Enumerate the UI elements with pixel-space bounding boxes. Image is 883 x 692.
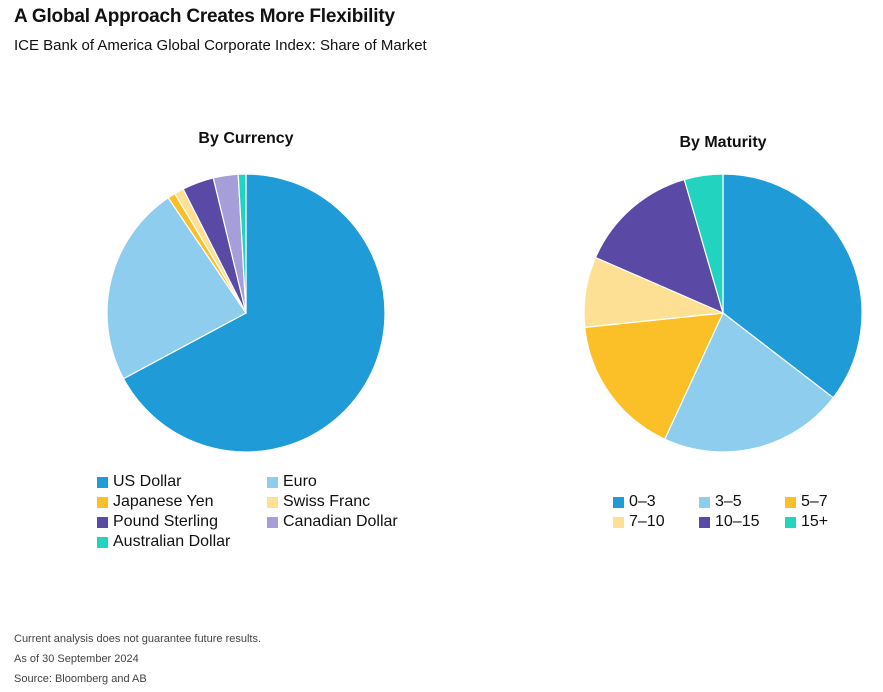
pie-slice-15 [683,173,724,314]
pie-slice-euro [106,197,247,380]
legend-swatch [97,536,108,548]
legend-item-pound-sterling: Pound Sterling [97,513,267,531]
legend-label: 3–5 [715,493,742,510]
legend-label: 5–7 [801,493,828,510]
legend-item-us-dollar: US Dollar [97,473,267,491]
legend-swatch [785,496,796,508]
legend-item-swiss-franc: Swiss Franc [267,493,437,511]
legend-item-australian-dollar: Australian Dollar [97,533,267,551]
legend-label: Euro [283,473,317,490]
pie-slice-5-7 [584,312,724,440]
date-note: As of 30 September 2024 [14,653,139,665]
legend-label: Pound Sterling [113,513,218,530]
maturity-chart-title: By Maturity [679,134,767,151]
source-note: Source: Bloomberg and AB [14,673,147,685]
legend-swatch [267,516,278,528]
legend-item-0-3: 0–3 [613,493,699,511]
maturity-legend: 0–3 3–5 5–7 7–10 10–15 15+ [613,493,865,531]
currency-pie-chart [106,173,386,453]
legend-swatch [97,476,108,488]
maturity-pie-chart [583,173,863,453]
legend-swatch [97,516,108,528]
legend-swatch [699,496,710,508]
chart-title: A Global Approach Creates More Flexibili… [14,6,395,27]
legend-label: Swiss Franc [283,493,371,510]
legend-swatch [613,496,624,508]
legend-label: 10–15 [715,513,760,530]
legend-swatch [785,516,796,528]
currency-legend: US Dollar Euro Japanese Yen Swiss Franc Poun… [97,473,437,551]
legend-item-10-15: 10–15 [699,513,785,531]
currency-chart-title: By Currency [198,130,294,147]
legend-swatch [97,496,108,508]
legend-label: Japanese Yen [113,493,214,510]
pie-slice-australian-dollar [237,173,247,314]
pie-slice-0-3 [722,173,863,399]
legend-item-7-10: 7–10 [613,513,699,531]
legend-swatch [613,516,624,528]
legend-item-5-7: 5–7 [785,493,865,511]
legend-label: Australian Dollar [113,533,231,550]
legend-swatch [267,496,278,508]
footnotes: Current analysis does not guarantee futu… [14,629,261,689]
legend-item-3-5: 3–5 [699,493,785,511]
legend-label: US Dollar [113,473,182,490]
legend-item-euro: Euro [267,473,437,491]
legend-swatch [267,476,278,488]
legend-swatch [699,516,710,528]
pie-slice-3-5 [664,312,834,453]
legend-item-15: 15+ [785,513,865,531]
legend-label: 15+ [801,513,829,530]
legend-label: Canadian Dollar [283,513,398,530]
disclaimer-note: Current analysis does not guarantee futu… [14,633,262,645]
legend-item-japanese-yen: Japanese Yen [97,493,267,511]
legend-label: 0–3 [629,493,656,510]
chart-subtitle: ICE Bank of America Global Corporate Ind… [14,37,427,54]
legend-item-canadian-dollar: Canadian Dollar [267,513,437,531]
pie-slice-us-dollar [122,173,386,453]
pie-slice-10-15 [594,178,724,314]
legend-label: 7–10 [629,513,665,530]
